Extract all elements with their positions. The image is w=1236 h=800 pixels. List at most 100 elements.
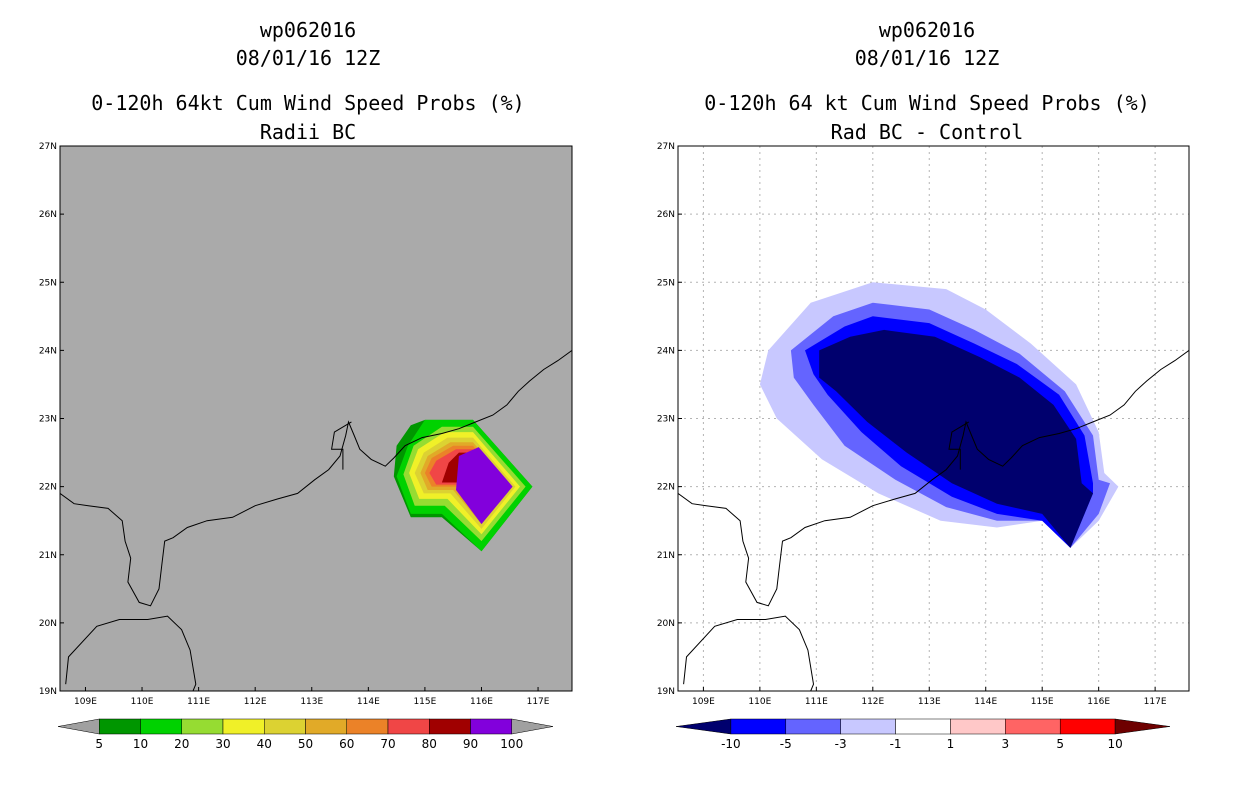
y-tick-label: 21N: [657, 551, 675, 561]
x-tick-label: 116E: [1087, 697, 1110, 707]
y-tick-label: 26N: [39, 210, 57, 220]
y-tick-label: 24N: [39, 346, 57, 356]
left-colorbar-swatch: [429, 718, 471, 735]
right-colorbar: -10 -5 -3 -1 1 3 5 10: [675, 718, 1171, 751]
y-tick-label: 23N: [39, 415, 57, 425]
x-tick-label: 116E: [470, 697, 493, 707]
left-colorbar-label: 50: [298, 737, 313, 751]
left-colorbar-swatch: [99, 718, 141, 735]
left-colorbar-label: 5: [95, 737, 103, 751]
right-colorbar-swatch: [840, 718, 896, 735]
y-tick-label: 20N: [39, 619, 57, 629]
y-tick-label: 24N: [657, 346, 675, 356]
right-colorbar-swatch: [730, 718, 787, 735]
right-colorbar-label: -1: [890, 737, 902, 751]
left-map-background: [60, 146, 572, 691]
coastline-hainan: [683, 615, 815, 691]
y-tick-label: 27N: [657, 142, 675, 152]
x-tick-label: 115E: [1031, 697, 1054, 707]
left-colorbar-label: 90: [463, 737, 478, 751]
right-coastline: [678, 349, 1189, 691]
right-map-panel: 109E 110E 111E 112E 113E 114E 115E 116E 117E 19N 2…: [657, 142, 1190, 707]
left-colorbar-over-arrow: [511, 718, 554, 735]
y-tick-label: 25N: [657, 278, 675, 288]
right-colorbar-under-arrow: [675, 718, 732, 735]
y-tick-label: 22N: [39, 483, 57, 493]
left-colorbar-label: 40: [257, 737, 272, 751]
y-tick-label: 21N: [39, 551, 57, 561]
left-title-experiment: Radii BC: [260, 120, 356, 144]
right-colorbar-label: -3: [835, 737, 847, 751]
right-colorbar-label: -5: [780, 737, 792, 751]
left-colorbar-label: 10: [133, 737, 148, 751]
left-colorbar-label: 20: [174, 737, 189, 751]
right-colorbar-label: 10: [1107, 737, 1122, 751]
x-tick-label: 114E: [974, 697, 997, 707]
right-title-storm-id: wp062016: [879, 18, 975, 42]
left-title-product: 0-120h 64kt Cum Wind Speed Probs (%): [91, 91, 524, 115]
left-colorbar-label: 30: [215, 737, 230, 751]
x-tick-label: 112E: [244, 697, 267, 707]
left-colorbar-swatch: [387, 718, 430, 735]
left-coastline: [60, 349, 572, 691]
contour-level-100: [456, 447, 513, 525]
x-tick-label: 111E: [187, 697, 210, 707]
coastline-hainan: [65, 615, 197, 691]
right-colorbar-label: 5: [1056, 737, 1064, 751]
right-title-product: 0-120h 64 kt Cum Wind Speed Probs (%): [704, 91, 1150, 115]
left-colorbar-swatch: [346, 718, 389, 735]
right-colorbar-swatch: [785, 718, 841, 735]
right-colorbar-swatch: [1005, 718, 1061, 735]
left-colorbar-swatch: [140, 718, 182, 735]
right-axis-ticks: 109E 110E 111E 112E 113E 114E 115E 116E 117E 19N 2…: [657, 142, 1167, 707]
left-colorbar-label: 60: [339, 737, 354, 751]
y-tick-label: 22N: [657, 483, 675, 493]
left-title-storm-id: wp062016: [260, 18, 356, 42]
x-tick-label: 111E: [805, 697, 828, 707]
x-tick-label: 117E: [527, 697, 550, 707]
right-map-grid: [678, 146, 1189, 691]
y-tick-label: 23N: [657, 415, 675, 425]
left-contour-layer: [393, 419, 533, 552]
x-tick-label: 113E: [918, 697, 941, 707]
right-title-experiment: Rad BC - Control: [831, 120, 1024, 144]
right-colorbar-label: 3: [1002, 737, 1010, 751]
coastline-mainland: [678, 349, 1189, 607]
x-tick-label: 110E: [748, 697, 771, 707]
left-colorbar-under-arrow: [57, 718, 100, 735]
y-tick-label: 19N: [39, 687, 57, 697]
x-tick-label: 117E: [1144, 697, 1167, 707]
y-tick-label: 25N: [39, 278, 57, 288]
x-tick-label: 113E: [300, 697, 323, 707]
left-colorbar-label: 70: [380, 737, 395, 751]
right-colorbar-swatch: [950, 718, 1006, 735]
right-colorbar-over-arrow: [1114, 718, 1171, 735]
y-tick-label: 26N: [657, 210, 675, 220]
left-colorbar-label: 80: [422, 737, 437, 751]
left-colorbar-swatch: [181, 718, 224, 735]
y-tick-label: 19N: [657, 687, 675, 697]
right-colorbar-swatch: [895, 718, 951, 735]
left-colorbar-swatch: [470, 718, 512, 735]
x-tick-label: 109E: [692, 697, 715, 707]
x-tick-label: 115E: [413, 697, 436, 707]
x-tick-label: 110E: [131, 697, 154, 707]
coastline-pearl-estuary: [331, 421, 352, 470]
left-colorbar-swatch: [264, 718, 306, 735]
left-colorbar-label: 100: [500, 737, 523, 751]
x-tick-label: 112E: [861, 697, 884, 707]
left-colorbar-swatch: [222, 718, 265, 735]
right-colorbar-label: -10: [721, 737, 741, 751]
left-colorbar: 5 10 20 30 40 50 60 70 80 90 100: [57, 718, 554, 751]
right-colorbar-label: 1: [947, 737, 955, 751]
right-contour-layer: [759, 282, 1119, 548]
left-map-panel: 109E 110E 111E 112E 113E 114E 115E 116E 117E 19N 2…: [39, 142, 573, 707]
right-colorbar-swatch: [1059, 718, 1116, 735]
x-tick-label: 109E: [74, 697, 97, 707]
x-tick-label: 114E: [357, 697, 380, 707]
contour-level-neg10: [819, 329, 1093, 548]
left-axis-ticks: 109E 110E 111E 112E 113E 114E 115E 116E 117E 19N 2…: [39, 142, 550, 707]
coastline-pearl-estuary: [948, 421, 970, 470]
left-colorbar-swatch: [305, 718, 347, 735]
